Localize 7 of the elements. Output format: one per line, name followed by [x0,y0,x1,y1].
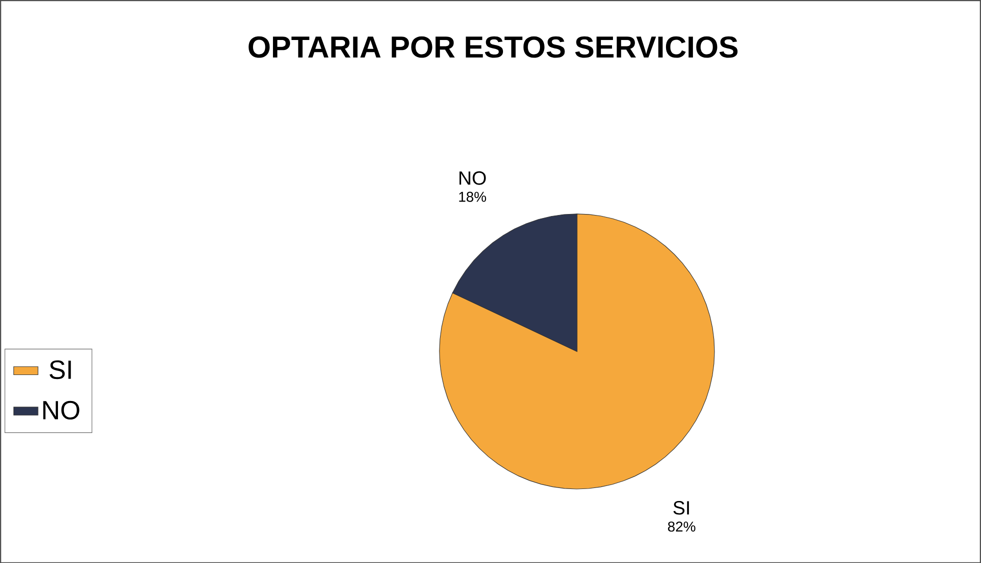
data-label: 82% [668,521,696,532]
chart-title: OPTARIA POR ESTOS SERVICIOS [248,36,738,58]
legend-label: NO [43,400,80,420]
slice-label: NO [460,171,486,185]
data-label: 18% [459,192,486,202]
legend-label: SI [50,360,71,379]
slice-label: SI [673,500,689,514]
